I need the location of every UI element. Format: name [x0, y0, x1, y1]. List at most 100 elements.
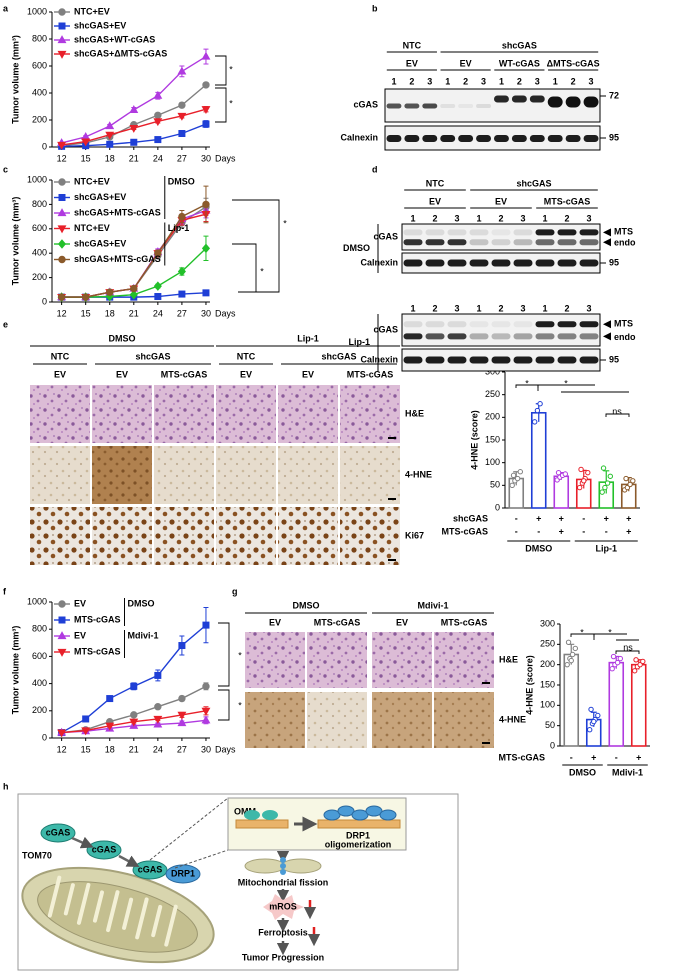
data-point	[178, 642, 186, 650]
lane-number: 2	[517, 76, 522, 86]
x-tick-label: 12	[57, 153, 67, 163]
blot-band	[583, 96, 599, 108]
data-point	[57, 239, 67, 249]
cgas-label: cGAS	[92, 844, 117, 854]
blot-frame	[401, 223, 601, 251]
ihc-image	[154, 446, 214, 504]
legend-label: NTC+EV	[74, 223, 110, 233]
data-point	[201, 51, 211, 60]
significance-label: *	[608, 627, 612, 637]
data-point	[58, 194, 66, 201]
y-tick-label: 200	[540, 659, 555, 669]
construct-label: EV	[302, 369, 314, 379]
data-point	[585, 469, 591, 476]
x-axis-label: Days	[215, 153, 236, 163]
significance-label: *	[564, 378, 568, 388]
construct-label: MTS-cGAS	[314, 617, 361, 627]
significance-label: ns	[612, 406, 622, 416]
blot-band	[403, 239, 423, 246]
treatment-label: DMSO	[109, 333, 136, 343]
ihc-image	[30, 385, 90, 443]
legend-group-label: DMSO	[128, 598, 155, 608]
ihc-image	[372, 692, 432, 748]
blot-band	[557, 356, 577, 364]
significance-bracket	[232, 243, 257, 293]
data-point	[57, 208, 67, 217]
construct-label: EV	[269, 617, 281, 627]
band-pointer	[603, 332, 611, 341]
x-tick-label: 21	[129, 153, 139, 163]
construct-label: MTS-cGAS	[161, 369, 208, 379]
protein	[365, 805, 383, 817]
blot-band	[403, 259, 423, 267]
y-tick-label: 300	[540, 618, 555, 628]
size-marker: 95	[609, 132, 619, 142]
data-point	[202, 621, 210, 629]
x-tick-label: 30	[201, 308, 211, 318]
blot-band	[491, 259, 511, 267]
lane-number: 2	[498, 303, 503, 313]
data-point	[627, 481, 633, 488]
row-label: Calnexin	[360, 257, 398, 267]
bar	[630, 663, 647, 747]
data-point	[581, 478, 587, 484]
legend-label: MTS-cGAS	[74, 614, 121, 624]
construct-label: EV	[54, 369, 66, 379]
data-point	[569, 651, 576, 658]
legend-label: shcGAS+EV	[74, 238, 126, 248]
ferroptosis-label: Ferroptosis	[258, 927, 308, 937]
legend-label: shcGAS+MTS-cGAS	[74, 207, 161, 217]
x-axis-label: Days	[215, 744, 236, 754]
ihc-image	[278, 507, 338, 565]
y-axis-label: Tumor volume (mm³)	[10, 626, 20, 715]
data-point	[154, 136, 162, 144]
protein	[280, 863, 286, 869]
significance-bracket	[605, 413, 630, 417]
x-tick-label: 30	[201, 153, 211, 163]
data-point	[153, 90, 163, 99]
condition-label: shcGAS	[453, 513, 488, 523]
drp1-protein	[165, 864, 201, 884]
significance-bracket	[215, 55, 227, 86]
cell-label: NTC	[51, 351, 70, 361]
crista	[122, 897, 134, 930]
data-point	[178, 130, 186, 137]
zoom-line	[149, 797, 229, 869]
lane-number: 2	[409, 76, 414, 86]
y-tick-label: 0	[42, 141, 47, 151]
legend-group-label: DMSO	[168, 176, 195, 186]
ihc-image	[434, 692, 494, 748]
group-label: NTC	[403, 40, 422, 50]
blot-band	[579, 259, 599, 267]
crista	[135, 897, 149, 940]
blot-band	[491, 239, 511, 246]
blot-band	[425, 259, 445, 267]
ihc-image	[307, 632, 367, 688]
legend-group-label: Lip-1	[168, 223, 190, 233]
lane-number: 1	[542, 303, 547, 313]
blot-band	[440, 135, 456, 142]
data-point	[614, 659, 621, 666]
bar	[563, 653, 580, 747]
legend-label: shcGAS+WT-cGAS	[74, 34, 155, 44]
membrane	[317, 819, 401, 829]
data-point	[610, 653, 617, 660]
crista	[76, 882, 91, 925]
data-point	[177, 266, 186, 277]
blot-band	[447, 356, 467, 364]
blot-band	[535, 229, 555, 236]
data-point	[632, 668, 638, 674]
data-point	[609, 666, 615, 672]
ihc-image	[92, 446, 152, 504]
data-point	[154, 249, 162, 257]
panel-label: a	[3, 3, 9, 13]
crista	[106, 890, 120, 933]
blot-band	[491, 321, 511, 328]
blot-band	[491, 333, 511, 340]
blot-band	[447, 259, 467, 267]
condition-mark: +	[604, 513, 609, 523]
y-tick-label: 600	[32, 60, 47, 70]
data-point	[177, 66, 187, 75]
y-tick-label: 800	[32, 624, 47, 634]
condition-mark: +	[591, 752, 596, 762]
